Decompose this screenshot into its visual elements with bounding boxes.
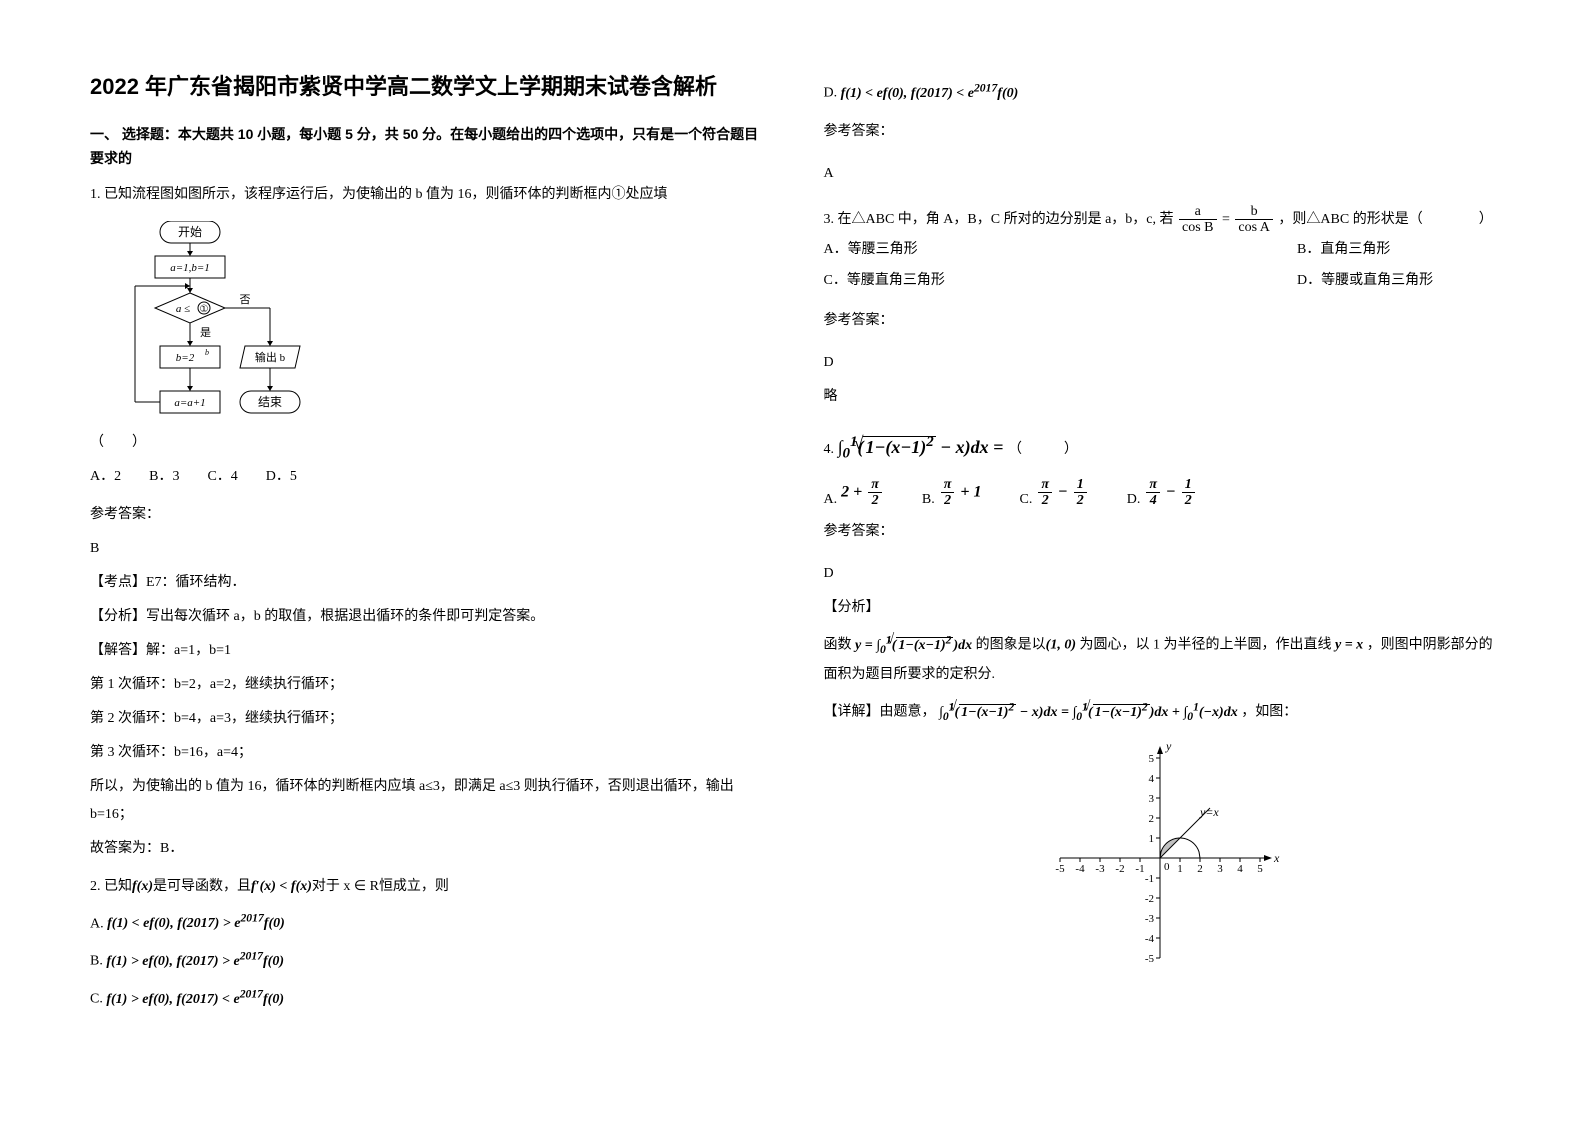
svg-text:a=a+1: a=a+1: [174, 397, 205, 409]
svg-text:否: 否: [240, 294, 251, 306]
q4-optB: B. π2 + 1: [922, 477, 982, 509]
q4-optC: C. π2 − 12: [1020, 477, 1089, 509]
q4-text: 4. ∫01(1−(x−1)2 − x)dx = （ ）: [824, 427, 1498, 469]
q3-options-row2: C．等腰直角三角形 D．等腰或直角三角形: [824, 266, 1498, 297]
q2-optD: D. f(1) < ef(0), f(2017) < e2017f(0): [824, 76, 1498, 108]
section-heading: 一、 选择题：本大题共 10 小题，每小题 5 分，共 50 分。在每小题给出的…: [90, 123, 764, 171]
q3-options-row1: A．等腰三角形 B．直角三角形: [824, 235, 1498, 266]
svg-text:-1: -1: [1136, 863, 1145, 875]
q4-optD: D. π4 − 12: [1127, 477, 1197, 509]
q2-optA: A. f(1) < ef(0), f(2017) > e2017f(0): [90, 907, 764, 939]
q1-sol-final: 故答案为：B．: [90, 835, 764, 863]
svg-text:-4: -4: [1145, 933, 1155, 945]
svg-text:y=x: y=x: [1199, 805, 1219, 819]
svg-text:输出 b: 输出 b: [255, 350, 286, 364]
q4-options: A. 2 + π2 B. π2 + 1 C. π2 − 12 D.: [824, 477, 1498, 509]
q2-optB: B. f(1) > ef(0), f(2017) > e2017f(0): [90, 944, 764, 976]
svg-text:4: 4: [1238, 863, 1244, 875]
svg-text:-4: -4: [1076, 863, 1086, 875]
svg-text:结束: 结束: [258, 395, 282, 409]
flowchart: 开始 a=1,b=1 a ≤ ① 否: [120, 221, 764, 451]
svg-text:1: 1: [1149, 833, 1155, 845]
svg-text:a ≤: a ≤: [176, 303, 190, 315]
document-title: 2022 年广东省揭阳市紫贤中学高二数学文上学期期末试卷含解析: [90, 70, 764, 103]
q1-sol-conclusion: 所以，为使输出的 b 值为 16，循环体的判断框内应填 a≤3，即满足 a≤3 …: [90, 773, 764, 829]
q2-answer-label: 参考答案：: [824, 118, 1498, 146]
flowchart-paren: （ ）: [90, 431, 764, 451]
q1-text: 1. 已知流程图如图所示，该程序运行后，为使输出的 b 值为 16，则循环体的判…: [90, 181, 764, 209]
q4-answer: D: [824, 560, 1498, 588]
svg-text:b: b: [205, 348, 209, 357]
svg-text:-3: -3: [1145, 913, 1155, 925]
q4-optA: A. 2 + π2: [824, 477, 884, 509]
svg-text:3: 3: [1149, 793, 1155, 805]
svg-text:是: 是: [200, 326, 211, 339]
svg-text:-5: -5: [1056, 863, 1066, 875]
svg-text:4: 4: [1149, 773, 1155, 785]
left-column: 2022 年广东省揭阳市紫贤中学高二数学文上学期期末试卷含解析 一、 选择题：本…: [90, 70, 764, 1014]
svg-text:2: 2: [1149, 813, 1155, 825]
svg-text:a=1,b=1: a=1,b=1: [170, 262, 210, 274]
svg-text:开始: 开始: [178, 225, 202, 239]
q2-optC: C. f(1) > ef(0), f(2017) < e2017f(0): [90, 982, 764, 1014]
q4-analysis: 函数 y = ∫01(1−(x−1)2)dx 的图象是以(1, 0) 为圆心，以…: [824, 628, 1498, 689]
svg-text:5: 5: [1258, 863, 1264, 875]
q3-answer-label: 参考答案：: [824, 307, 1498, 335]
svg-text:2: 2: [1198, 863, 1204, 875]
svg-text:-1: -1: [1145, 873, 1154, 885]
q1-sol-loop1: 第 1 次循环：b=2，a=2，继续执行循环；: [90, 671, 764, 699]
q1-sol-point: 【考点】E7：循环结构．: [90, 569, 764, 597]
svg-text:-2: -2: [1145, 893, 1154, 905]
q1-options: A．2 B．3 C．4 D．5: [90, 463, 764, 491]
svg-text:5: 5: [1149, 753, 1155, 765]
q1-answer: B: [90, 535, 764, 563]
svg-text:3: 3: [1218, 863, 1224, 875]
right-column: D. f(1) < ef(0), f(2017) < e2017f(0) 参考答…: [824, 70, 1498, 1014]
svg-text:x: x: [1273, 851, 1280, 865]
q4-analysis-label: 【分析】: [824, 594, 1498, 622]
q2-answer: A: [824, 160, 1498, 188]
svg-text:b=2: b=2: [176, 352, 195, 364]
svg-text:-2: -2: [1116, 863, 1125, 875]
svg-text:-5: -5: [1145, 953, 1155, 965]
q4-chart: -5-4-3-2-1012345-5-4-3-2-112345y=xxy: [824, 738, 1498, 978]
q1-sol-loop2: 第 2 次循环：b=4，a=3，继续执行循环；: [90, 705, 764, 733]
svg-text:①: ①: [200, 304, 209, 315]
q3-answer: D: [824, 349, 1498, 377]
svg-text:1: 1: [1178, 863, 1184, 875]
q3-brief: 略: [824, 383, 1498, 411]
page: 2022 年广东省揭阳市紫贤中学高二数学文上学期期末试卷含解析 一、 选择题：本…: [90, 70, 1497, 1014]
q1-sol-loop3: 第 3 次循环：b=16，a=4；: [90, 739, 764, 767]
q4-detail: 【详解】由题意， ∫01(1−(x−1)2 − x)dx = ∫01(1−(x−…: [824, 695, 1498, 728]
svg-text:-3: -3: [1096, 863, 1106, 875]
q1-sol-detail: 【解答】解：a=1，b=1: [90, 637, 764, 665]
svg-text:0: 0: [1164, 861, 1170, 873]
q1-sol-analysis: 【分析】写出每次循环 a，b 的取值，根据退出循环的条件即可判定答案。: [90, 603, 764, 631]
q1-answer-label: 参考答案：: [90, 501, 764, 529]
q4-answer-label: 参考答案：: [824, 518, 1498, 546]
svg-text:y: y: [1165, 739, 1172, 753]
q2-text: 2. 已知f(x)是可导函数，且f′(x) < f(x)对于 x ∈ R恒成立，…: [90, 873, 764, 901]
q3-text: 3. 在△ABC 中，角 A，B，C 所对的边分别是 a，b，c, 若 acos…: [824, 204, 1498, 236]
